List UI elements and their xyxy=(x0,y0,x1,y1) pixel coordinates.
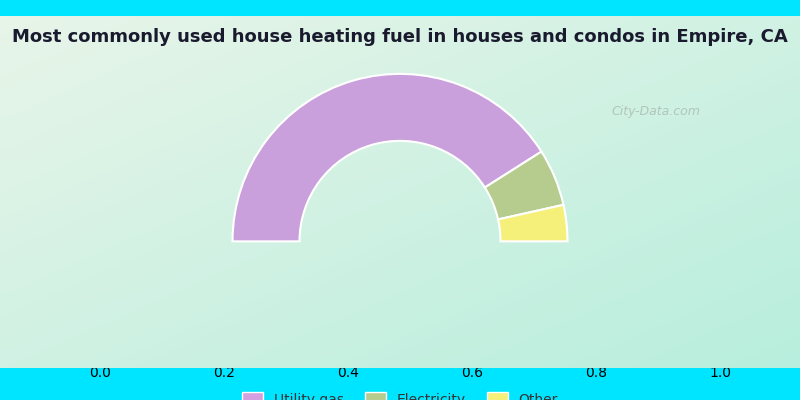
Wedge shape xyxy=(485,152,563,220)
Wedge shape xyxy=(498,205,567,241)
Wedge shape xyxy=(233,74,542,241)
Text: Most commonly used house heating fuel in houses and condos in Empire, CA: Most commonly used house heating fuel in… xyxy=(12,28,788,46)
Legend: Utility gas, Electricity, Other: Utility gas, Electricity, Other xyxy=(237,386,563,400)
Text: City-Data.com: City-Data.com xyxy=(611,106,701,118)
